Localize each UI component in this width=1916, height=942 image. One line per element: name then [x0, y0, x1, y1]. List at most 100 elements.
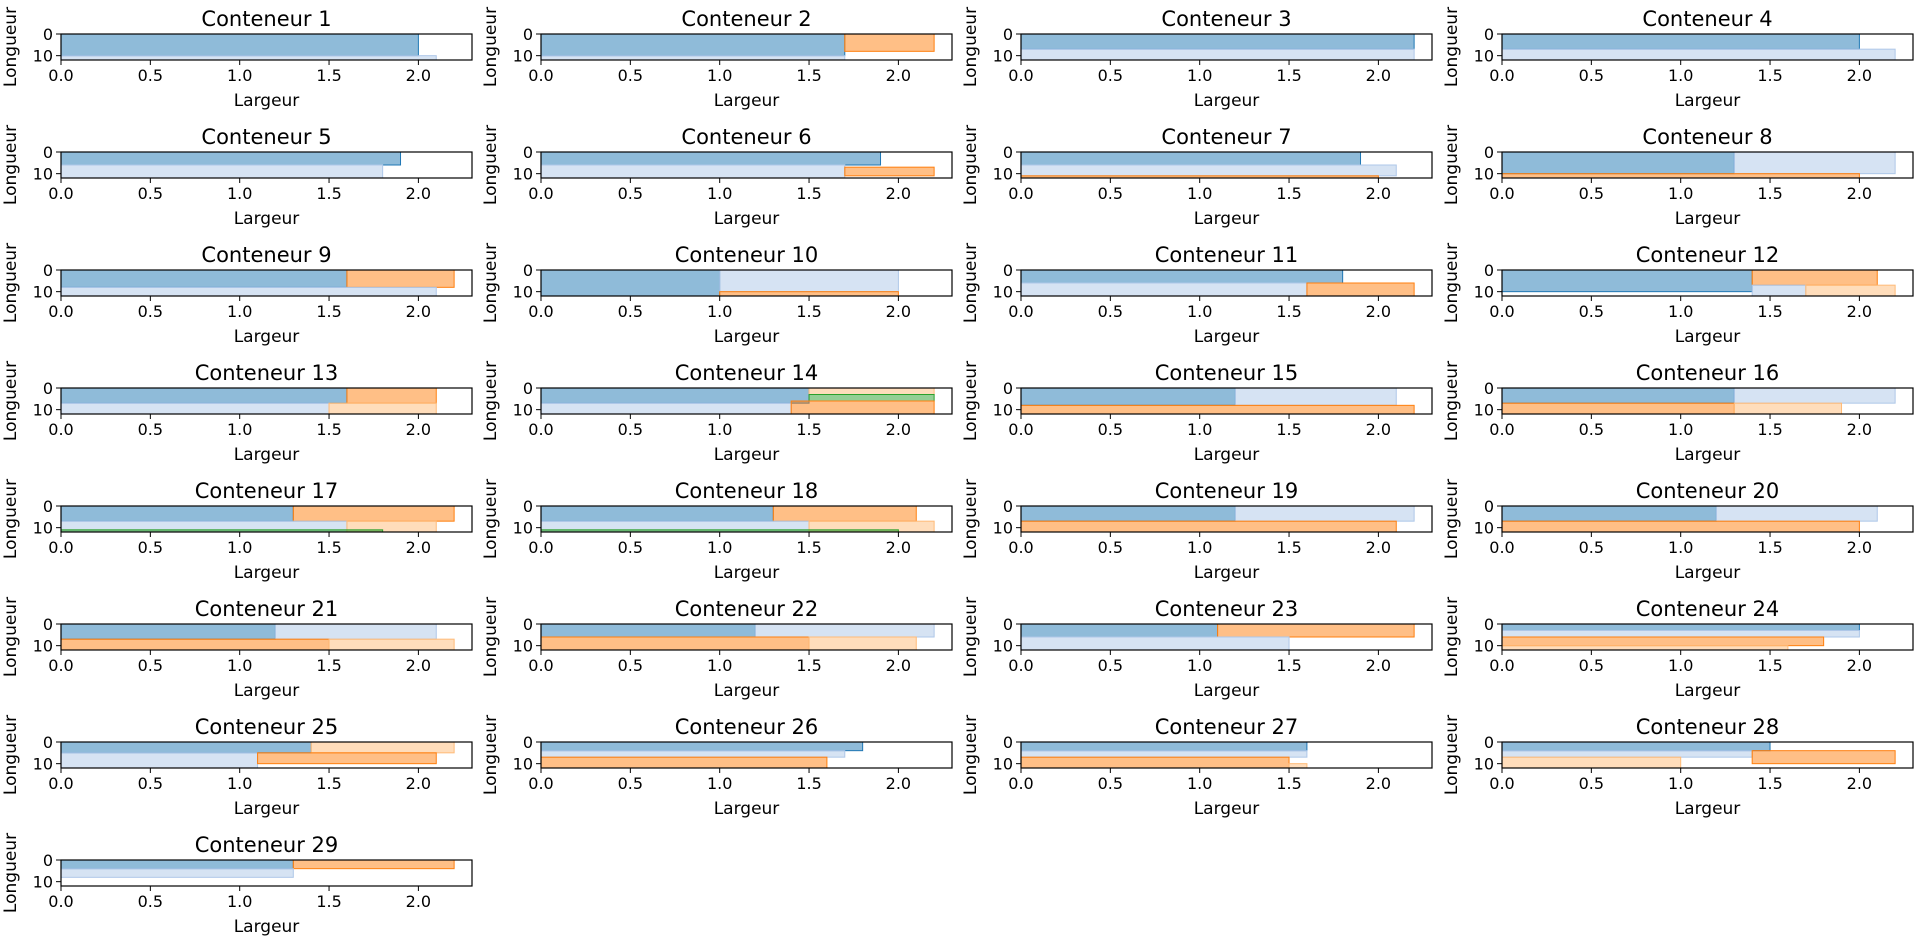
x-tick-label: 1.0 [227, 302, 252, 321]
y-tick-label: 10 [1474, 401, 1494, 420]
item-rect [292, 859, 455, 870]
item-rect [1501, 756, 1682, 769]
x-axis-label: Largeur [1194, 327, 1260, 347]
y-axis-label: Longueur [481, 597, 501, 677]
item-rect [1020, 164, 1397, 177]
y-tick-label: 0 [1484, 379, 1494, 398]
x-tick-label: 2.0 [406, 184, 431, 203]
y-tick-label: 0 [523, 615, 533, 634]
x-axis-label: Largeur [234, 209, 300, 229]
axes-frame [60, 505, 473, 533]
y-tick-label: 10 [1474, 283, 1494, 302]
item-rect [1234, 505, 1415, 522]
x-tick-label: 0.5 [1579, 774, 1604, 793]
x-tick-label: 1.0 [707, 420, 732, 439]
item-rect [540, 402, 792, 415]
x-tick-label: 1.0 [1668, 774, 1693, 793]
x-tick-label: 0.0 [48, 66, 73, 85]
item-rect [1020, 387, 1236, 406]
x-tick-label: 1.5 [316, 774, 341, 793]
item-rect [1751, 284, 1807, 297]
y-tick-label: 10 [1474, 165, 1494, 184]
y-tick-label: 0 [1484, 261, 1494, 280]
x-tick-label: 2.0 [406, 892, 431, 911]
y-tick-label: 0 [1484, 25, 1494, 44]
item-rect [540, 756, 828, 769]
x-tick-label: 1.0 [227, 184, 252, 203]
axes-frame [1501, 741, 1914, 769]
item-rect [1217, 623, 1415, 638]
x-axis-label: Largeur [1675, 209, 1741, 229]
subplot-28: Conteneur 28 0.0 0.5 1.0 1.5 2.0 0 10 Largeur Lon… [1442, 715, 1914, 819]
x-tick-label: 0.0 [1008, 656, 1033, 675]
x-tick-label: 1.0 [1668, 66, 1693, 85]
axes-frame [1020, 387, 1433, 415]
x-axis-label: Largeur [1194, 799, 1260, 819]
x-tick-label: 1.5 [796, 66, 821, 85]
x-tick-label: 0.5 [138, 184, 163, 203]
y-axis-label: Longueur [481, 125, 501, 205]
axes-frame [60, 269, 473, 297]
item-rect [60, 868, 294, 878]
x-tick-label: 1.5 [316, 66, 341, 85]
y-tick-label: 10 [33, 637, 53, 656]
y-tick-label: 0 [1484, 497, 1494, 516]
x-axis-label: Largeur [234, 917, 300, 937]
y-tick-label: 10 [513, 755, 533, 774]
x-tick-label: 1.5 [316, 302, 341, 321]
x-tick-label: 2.0 [886, 774, 911, 793]
y-tick-label: 10 [513, 165, 533, 184]
y-tick-label: 10 [993, 283, 1013, 302]
y-tick-label: 10 [1474, 637, 1494, 656]
item-rect [1020, 269, 1344, 284]
x-axis-label: Largeur [1675, 91, 1741, 111]
item-rect [60, 33, 419, 57]
y-tick-label: 10 [993, 519, 1013, 538]
item-rect [808, 387, 935, 395]
x-tick-label: 0.5 [1098, 656, 1123, 675]
subplot-24: Conteneur 24 0.0 0.5 1.0 1.5 2.0 0 10 Largeur Lon… [1442, 597, 1914, 701]
x-tick-label: 1.5 [796, 184, 821, 203]
x-tick-label: 0.0 [48, 892, 73, 911]
item-rect [540, 164, 846, 179]
x-tick-label: 1.0 [707, 66, 732, 85]
y-tick-label: 10 [33, 519, 53, 538]
item-rect [540, 623, 756, 638]
x-tick-label: 1.5 [1757, 656, 1782, 675]
x-tick-label: 2.0 [1847, 66, 1872, 85]
y-tick-label: 0 [43, 615, 53, 634]
subplot-title: Conteneur 24 [1636, 597, 1780, 621]
item-rect [1501, 645, 1789, 651]
y-tick-label: 0 [1003, 379, 1013, 398]
item-rect [754, 623, 935, 638]
x-axis-label: Largeur [234, 563, 300, 583]
y-axis-label: Longueur [961, 361, 981, 441]
item-rect [1733, 402, 1843, 415]
x-tick-label: 0.0 [1008, 66, 1033, 85]
x-tick-label: 0.0 [528, 774, 553, 793]
item-rect [1501, 750, 1753, 758]
x-tick-label: 0.5 [1098, 66, 1123, 85]
item-rect [328, 402, 437, 415]
x-axis-label: Largeur [1675, 327, 1741, 347]
x-tick-label: 0.5 [1579, 184, 1604, 203]
axes-frame [540, 623, 953, 651]
item-rect [1020, 33, 1415, 50]
x-tick-label: 0.5 [1579, 66, 1604, 85]
x-axis-label: Largeur [234, 681, 300, 701]
x-tick-label: 0.5 [1098, 302, 1123, 321]
x-tick-label: 0.5 [138, 892, 163, 911]
y-axis-label: Longueur [1, 479, 21, 559]
axes-frame [540, 505, 953, 533]
x-tick-label: 2.0 [886, 184, 911, 203]
subplot-title: Conteneur 11 [1155, 243, 1299, 267]
subplot-title: Conteneur 28 [1636, 715, 1780, 739]
x-tick-label: 1.5 [796, 656, 821, 675]
subplot-title: Conteneur 17 [195, 479, 339, 503]
item-rect [540, 750, 846, 758]
subplot-23: Conteneur 23 0.0 0.5 1.0 1.5 2.0 0 10 Largeur Lon… [961, 597, 1433, 701]
item-rect [808, 394, 935, 402]
y-axis-label: Longueur [1, 715, 21, 795]
x-tick-label: 2.0 [1366, 302, 1391, 321]
x-tick-label: 2.0 [1366, 656, 1391, 675]
